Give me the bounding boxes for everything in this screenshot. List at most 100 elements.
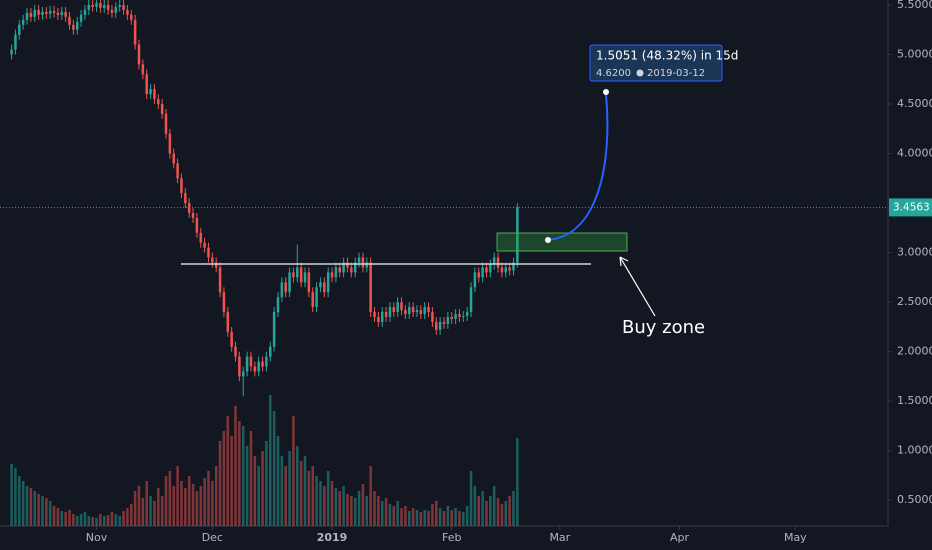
- volume-bar: [361, 484, 365, 526]
- candle-body: [485, 267, 488, 273]
- volume-bar: [265, 441, 268, 526]
- x-tick-label: Dec: [202, 531, 223, 544]
- volume-bar: [214, 466, 218, 526]
- candle-body: [64, 11, 67, 17]
- volume-bar: [415, 510, 419, 526]
- volume-bar: [380, 501, 384, 526]
- candle-body: [157, 99, 160, 105]
- candle-body: [411, 307, 415, 313]
- volume-layer: [10, 395, 519, 526]
- candle-body: [365, 262, 369, 268]
- candle-body: [126, 9, 129, 15]
- volume-bar: [133, 491, 137, 526]
- volume-bar: [137, 486, 141, 526]
- candle-body: [380, 312, 384, 322]
- candle-body: [241, 371, 245, 377]
- candle-body: [477, 272, 481, 278]
- volume-bar: [446, 506, 450, 526]
- candle-body: [400, 302, 403, 311]
- candle-body: [438, 321, 442, 330]
- candle-body: [458, 314, 461, 317]
- candle-body: [292, 272, 295, 278]
- forecast-curve: [547, 93, 609, 241]
- candle-body: [446, 316, 450, 324]
- volume-bar: [512, 491, 515, 526]
- y-tick-label: 3.0000: [897, 246, 932, 259]
- candle-body: [137, 44, 141, 65]
- candle-body: [373, 312, 376, 317]
- candle-body: [280, 282, 284, 298]
- candle-body: [72, 24, 75, 30]
- volume-bar: [72, 514, 75, 526]
- volume-bar: [222, 431, 226, 526]
- candle-body: [415, 310, 419, 313]
- candle-body: [307, 272, 311, 293]
- candle-body: [404, 310, 407, 315]
- volume-bar: [106, 515, 110, 526]
- annotation-arrow: [619, 256, 656, 317]
- candle-body: [234, 346, 237, 357]
- volume-bar: [218, 441, 222, 526]
- volume-bar: [110, 512, 114, 526]
- candle-body: [473, 272, 477, 288]
- candle-body: [95, 2, 98, 7]
- y-tick-label: 2.5000: [897, 295, 932, 308]
- volume-bar: [253, 456, 257, 526]
- volume-bar: [407, 511, 411, 526]
- volume-bar: [102, 516, 106, 526]
- volume-bar: [45, 498, 48, 526]
- candle-body: [431, 312, 434, 322]
- volume-bar: [384, 498, 388, 526]
- candle-body: [323, 282, 326, 293]
- volume-bar: [284, 466, 287, 526]
- volume-bar: [249, 431, 253, 526]
- volume-bar: [29, 488, 33, 526]
- candle-body: [114, 6, 118, 13]
- candle-body: [25, 12, 29, 20]
- volume-bar: [334, 488, 338, 526]
- volume-bar: [373, 491, 376, 526]
- volume-bar: [365, 496, 369, 526]
- candle-body: [272, 312, 276, 347]
- candle-body: [384, 312, 388, 317]
- candle-body: [56, 12, 60, 15]
- candle-body: [222, 292, 226, 313]
- volume-bar: [180, 481, 183, 526]
- y-tick-label: 1.0000: [897, 444, 932, 457]
- candle-body: [346, 262, 349, 268]
- candle-body: [249, 356, 253, 367]
- x-tick-label: Mar: [549, 531, 570, 544]
- candle-body: [203, 242, 206, 248]
- candle-body: [187, 203, 191, 213]
- volume-bar: [207, 471, 210, 526]
- x-tick-label: 2019: [317, 531, 348, 544]
- volume-bar: [195, 491, 199, 526]
- candle-body: [195, 217, 199, 233]
- volume-bar: [404, 506, 407, 526]
- volume-bar: [330, 481, 334, 526]
- candle-body: [37, 9, 40, 15]
- candle-body: [48, 10, 52, 14]
- volume-bar: [458, 511, 461, 526]
- candle-body: [423, 307, 426, 315]
- volume-bar: [230, 436, 233, 526]
- volume-bar: [48, 501, 52, 526]
- volume-bar: [141, 498, 145, 526]
- candle-body: [311, 292, 314, 308]
- candle-body: [465, 312, 469, 316]
- volume-bar: [261, 451, 264, 526]
- candle-body: [350, 267, 353, 273]
- volume-bar: [272, 411, 276, 526]
- candle-body: [176, 163, 179, 179]
- candle-body: [245, 356, 249, 372]
- volume-bar: [346, 494, 349, 526]
- volume-bar: [326, 471, 330, 526]
- candle-layer: [10, 0, 519, 397]
- volume-bar: [226, 416, 230, 526]
- volume-bar: [238, 421, 241, 526]
- annotation: Buy zone: [622, 317, 705, 338]
- price-label-box: [889, 198, 932, 217]
- volume-bar: [431, 504, 434, 526]
- volume-bar: [427, 511, 430, 526]
- volume-bar: [33, 491, 37, 526]
